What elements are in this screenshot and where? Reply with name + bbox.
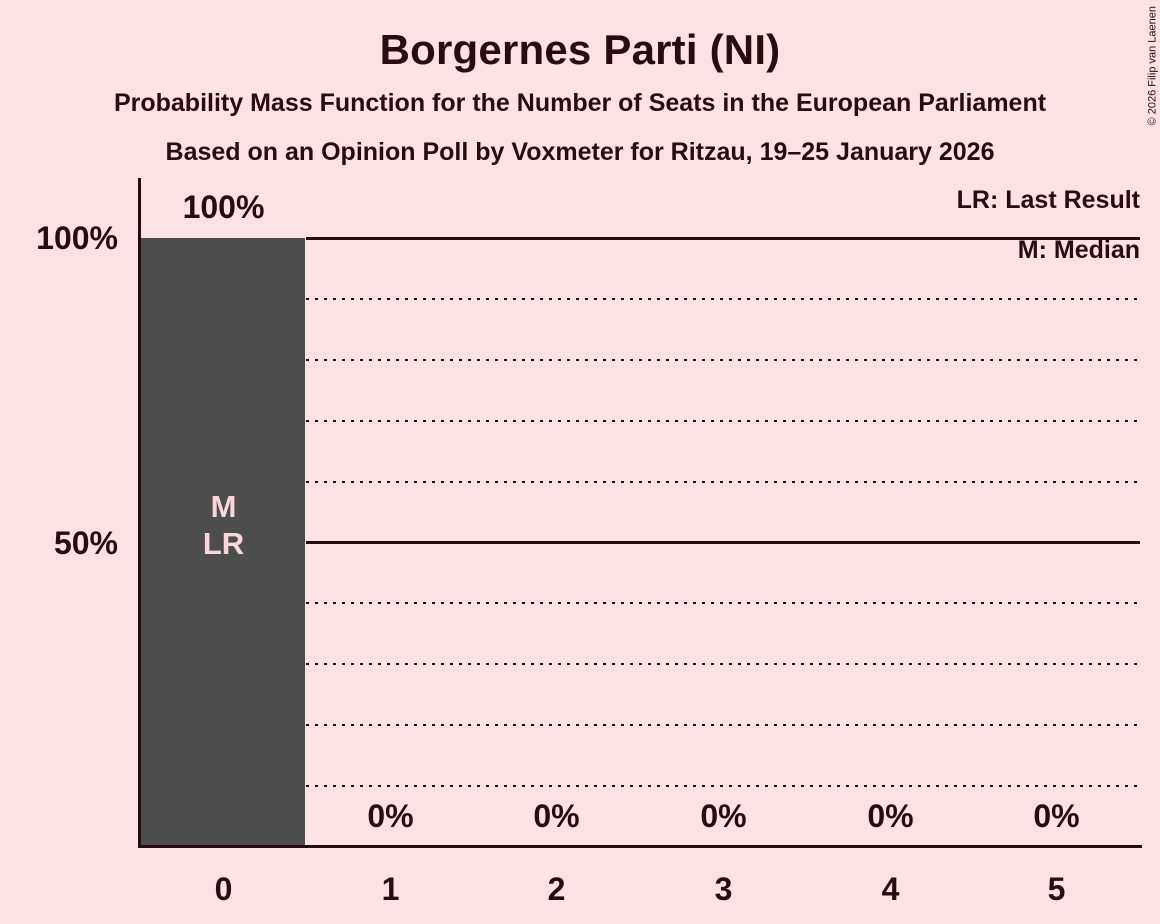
legend-last-result: LR: Last Result bbox=[956, 186, 1140, 214]
y-axis-line bbox=[138, 178, 141, 847]
gridline-dotted bbox=[306, 785, 1140, 787]
legend-median: M: Median bbox=[1017, 236, 1140, 264]
bar-value-label: 0% bbox=[700, 798, 747, 834]
gridline-dotted bbox=[306, 420, 1140, 422]
x-tick-label: 3 bbox=[714, 871, 733, 907]
x-tick-label: 1 bbox=[381, 871, 400, 907]
bar-annotation-label: LR bbox=[202, 526, 245, 561]
x-axis-line bbox=[138, 845, 1142, 848]
y-tick-label: 100% bbox=[36, 220, 118, 256]
gridline-dotted bbox=[306, 724, 1140, 726]
chart-subtitle: Probability Mass Function for the Number… bbox=[113, 89, 1047, 117]
bar-value-label: 100% bbox=[182, 189, 265, 225]
x-tick-label: 4 bbox=[881, 871, 900, 907]
gridline-solid bbox=[306, 237, 1140, 240]
x-tick-label: 2 bbox=[547, 871, 566, 907]
gridline-dotted bbox=[306, 481, 1140, 483]
gridline-dotted bbox=[306, 298, 1140, 300]
bar-value-label: 0% bbox=[1033, 798, 1080, 834]
chart-title: Borgernes Parti (NI) bbox=[379, 26, 781, 73]
gridline-dotted bbox=[306, 663, 1140, 665]
pmf-bar bbox=[141, 238, 305, 845]
x-tick-label: 0 bbox=[214, 871, 233, 907]
bar-annotation-label: M bbox=[210, 489, 237, 524]
bar-value-label: 0% bbox=[367, 798, 414, 834]
y-tick-label: 50% bbox=[53, 525, 118, 561]
gridline-dotted bbox=[306, 359, 1140, 361]
x-tick-label: 5 bbox=[1047, 871, 1066, 907]
bar-value-label: 0% bbox=[867, 798, 914, 834]
bar-annotations: M LR bbox=[140, 488, 307, 562]
gridline-solid bbox=[306, 541, 1140, 544]
bar-value-label: 0% bbox=[533, 798, 580, 834]
gridline-dotted bbox=[306, 602, 1140, 604]
poll-details: Based on an Opinion Poll by Voxmeter for… bbox=[165, 138, 995, 166]
